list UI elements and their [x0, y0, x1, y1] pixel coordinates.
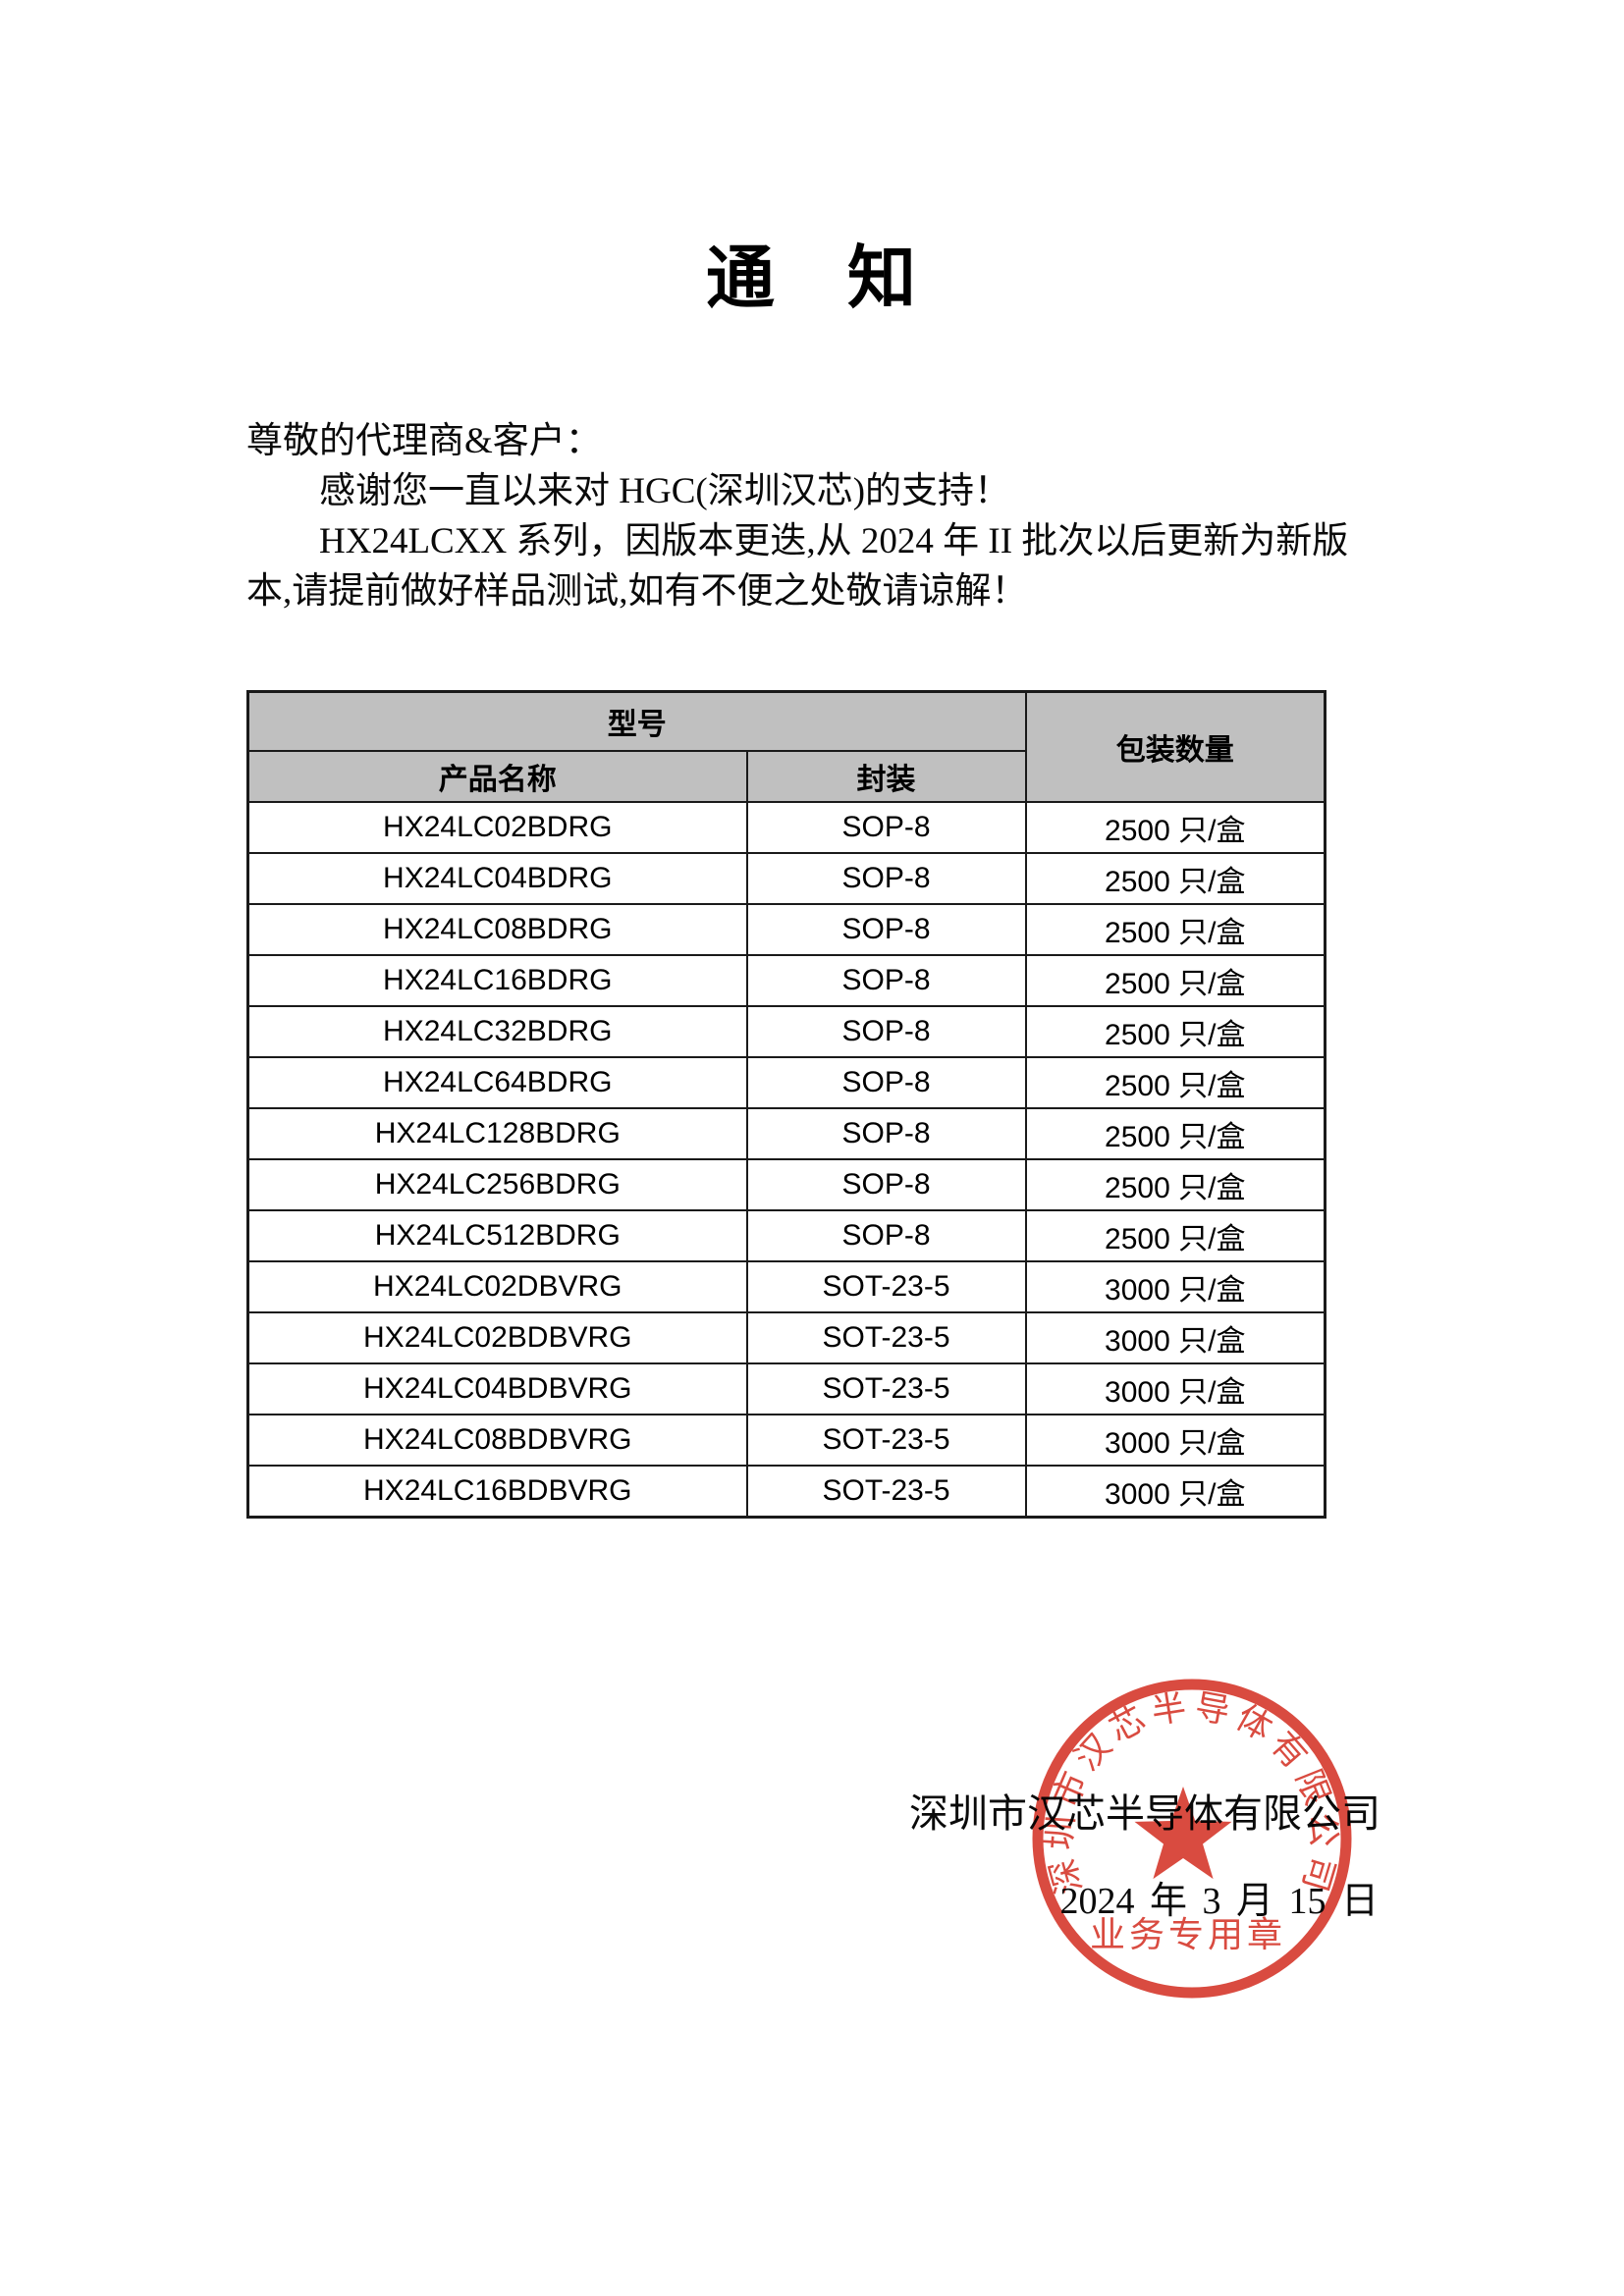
header-model-group: 型号 [246, 690, 1027, 752]
company-seal-stamp: 深圳市汉芯半导体有限公司 业务专用章 [1032, 1679, 1352, 1999]
table-row: HX24LC08BDBVRG SOT-23-5 3000 只/盒 [246, 1414, 1326, 1467]
paragraph-line: 本,请提前做好样品测试,如有不便之处敬请谅解！ [246, 571, 1028, 612]
stamp-ring [1032, 1679, 1352, 1999]
cell-product-name: HX24LC512BDRG [246, 1209, 748, 1262]
cell-package: SOP-8 [745, 852, 1027, 905]
cell-product-name: HX24LC32BDRG [246, 1005, 748, 1058]
cell-product-name: HX24LC02BDBVRG [246, 1311, 748, 1364]
cell-qty: 3000 只/盒 [1024, 1362, 1326, 1415]
table-row: HX24LC02BDBVRG SOT-23-5 3000 只/盒 [246, 1311, 1326, 1364]
cell-package: SOP-8 [745, 1005, 1027, 1058]
cell-product-name: HX24LC02DBVRG [246, 1260, 748, 1313]
table-body: HX24LC02BDRG SOP-8 2500 只/盒 HX24LC04BDRG SOP… [246, 801, 1326, 1519]
cell-package: SOP-8 [745, 1158, 1027, 1211]
cell-qty: 3000 只/盒 [1024, 1311, 1326, 1364]
cell-qty: 2500 只/盒 [1024, 903, 1326, 956]
table-row: HX24LC08BDRG SOP-8 2500 只/盒 [246, 903, 1326, 956]
table-row: HX24LC16BDRG SOP-8 2500 只/盒 [246, 954, 1326, 1007]
table-row: HX24LC32BDRG SOP-8 2500 只/盒 [246, 1005, 1326, 1058]
cell-product-name: HX24LC08BDRG [246, 903, 748, 956]
cell-package: SOT-23-5 [745, 1311, 1027, 1364]
header-packing-qty: 包装数量 [1024, 690, 1326, 803]
cell-package: SOT-23-5 [745, 1414, 1027, 1467]
cell-package: SOP-8 [745, 801, 1027, 854]
cell-qty: 2500 只/盒 [1024, 801, 1326, 854]
cell-package: SOP-8 [745, 903, 1027, 956]
cell-qty: 2500 只/盒 [1024, 852, 1326, 905]
table-row: HX24LC128BDRG SOP-8 2500 只/盒 [246, 1107, 1326, 1160]
cell-package: SOP-8 [745, 1056, 1027, 1109]
cell-qty: 2500 只/盒 [1024, 1056, 1326, 1109]
table-row: HX24LC64BDRG SOP-8 2500 只/盒 [246, 1056, 1326, 1109]
cell-package: SOP-8 [745, 1209, 1027, 1262]
table-row: HX24LC02DBVRG SOT-23-5 3000 只/盒 [246, 1260, 1326, 1313]
table-header: 型号 包装数量 产品名称 封装 [246, 690, 1326, 803]
cell-qty: 3000 只/盒 [1024, 1414, 1326, 1467]
table-row: HX24LC04BDRG SOP-8 2500 只/盒 [246, 852, 1326, 905]
page-title: 通 知 [706, 240, 918, 316]
cell-qty: 2500 只/盒 [1024, 1005, 1326, 1058]
cell-qty: 3000 只/盒 [1024, 1260, 1326, 1313]
cell-package: SOP-8 [745, 1107, 1027, 1160]
header-package: 封装 [745, 750, 1027, 803]
product-table: 型号 包装数量 产品名称 封装 HX24LC02BDRG SOP-8 2500 只/… [246, 690, 1326, 1519]
cell-product-name: HX24LC04BDRG [246, 852, 748, 905]
table-row: HX24LC512BDRG SOP-8 2500 只/盒 [246, 1209, 1326, 1262]
cell-package: SOT-23-5 [745, 1362, 1027, 1415]
cell-product-name: HX24LC04BDBVRG [246, 1362, 748, 1415]
signature-date: 2024 年 3 月 15 日 [1059, 1881, 1379, 1922]
table-row: HX24LC02BDRG SOP-8 2500 只/盒 [246, 801, 1326, 854]
cell-package: SOT-23-5 [745, 1260, 1027, 1313]
cell-product-name: HX24LC02BDRG [246, 801, 748, 854]
cell-package: SOT-23-5 [745, 1465, 1027, 1519]
notice-paragraph: 尊敬的代理商&客户： 感谢您一直以来对 HGC(深圳汉芯)的支持！ HX24LC… [246, 416, 1385, 616]
cell-product-name: HX24LC16BDRG [246, 954, 748, 1007]
cell-qty: 2500 只/盒 [1024, 1107, 1326, 1160]
cell-product-name: HX24LC16BDBVRG [246, 1465, 748, 1519]
cell-product-name: HX24LC128BDRG [246, 1107, 748, 1160]
paragraph-line: HX24LCXX 系列，因版本更迭,从 2024 年 II 批次以后更新为新版 [319, 521, 1349, 561]
table-row: HX24LC04BDBVRG SOT-23-5 3000 只/盒 [246, 1362, 1326, 1415]
cell-qty: 2500 只/盒 [1024, 954, 1326, 1007]
cell-product-name: HX24LC64BDRG [246, 1056, 748, 1109]
table-row: HX24LC256BDRG SOP-8 2500 只/盒 [246, 1158, 1326, 1211]
cell-product-name: HX24LC256BDRG [246, 1158, 748, 1211]
cell-package: SOP-8 [745, 954, 1027, 1007]
cell-qty: 3000 只/盒 [1024, 1465, 1326, 1519]
cell-qty: 2500 只/盒 [1024, 1209, 1326, 1262]
paragraph-line: 感谢您一直以来对 HGC(深圳汉芯)的支持！ [319, 471, 1011, 511]
table-row: HX24LC16BDBVRG SOT-23-5 3000 只/盒 [246, 1465, 1326, 1519]
signature-company: 深圳市汉芯半导体有限公司 [909, 1791, 1380, 1836]
cell-qty: 2500 只/盒 [1024, 1158, 1326, 1211]
cell-product-name: HX24LC08BDBVRG [246, 1414, 748, 1467]
header-product-name: 产品名称 [246, 750, 748, 803]
salutation-line: 尊敬的代理商&客户： [246, 421, 602, 461]
